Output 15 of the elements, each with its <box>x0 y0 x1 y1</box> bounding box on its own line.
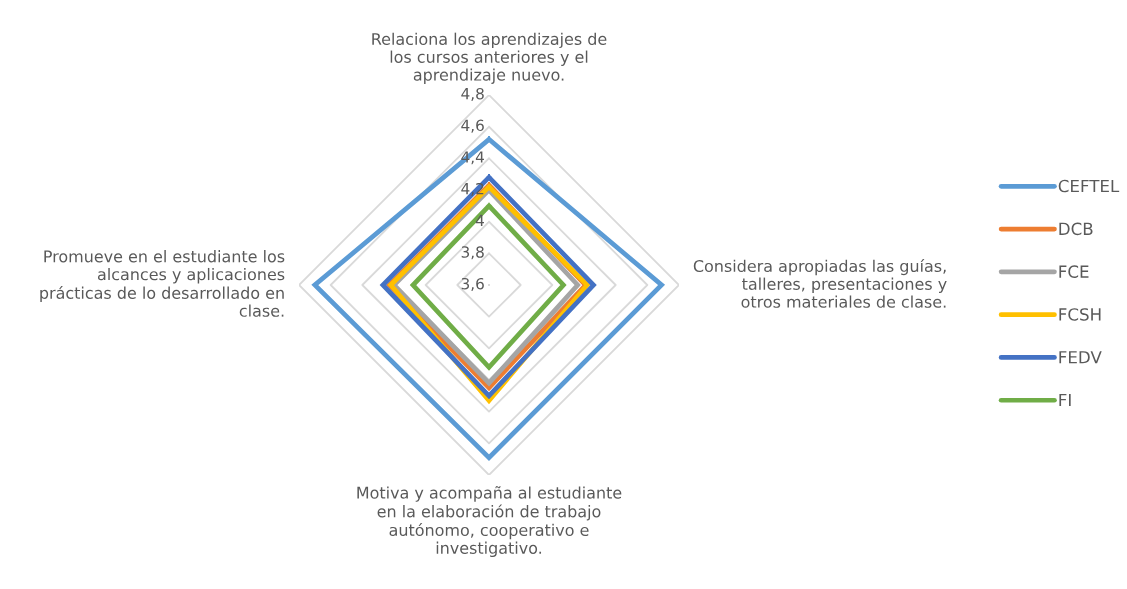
spoke-label: Motiva y acompaña al estudiante en la elaboración de trabajo autónomo, cooperativo e investigativo. <box>357 486 622 558</box>
y-tick-label: 3,6 <box>461 277 484 291</box>
spoke-label: Promueve en el estudiante los alcances y aplicaciones prácticas de lo desarrollado en clase. <box>40 250 285 317</box>
legend-label: CEFTEL <box>1058 179 1120 193</box>
spoke-label: Considera apropiadas las guías, talleres, presentaciones y otros materiales de clase. <box>693 259 947 308</box>
y-tick-label: 3,8 <box>461 246 484 260</box>
y-tick-label: 4 <box>475 214 484 226</box>
legend-label: DCB <box>1059 222 1093 236</box>
y-tick-label: 4,8 <box>461 87 484 101</box>
spoke-label: Relaciona los aprendizajes de los cursos anteriores y el aprendizaje nuevo. <box>372 32 607 84</box>
legend-label: FCE <box>1059 265 1089 278</box>
legend-label: FEDV <box>1059 351 1102 364</box>
y-tick-label: 4,6 <box>461 119 484 133</box>
legend-label: FCSH <box>1059 308 1101 321</box>
legend-label: FI <box>1059 393 1071 407</box>
